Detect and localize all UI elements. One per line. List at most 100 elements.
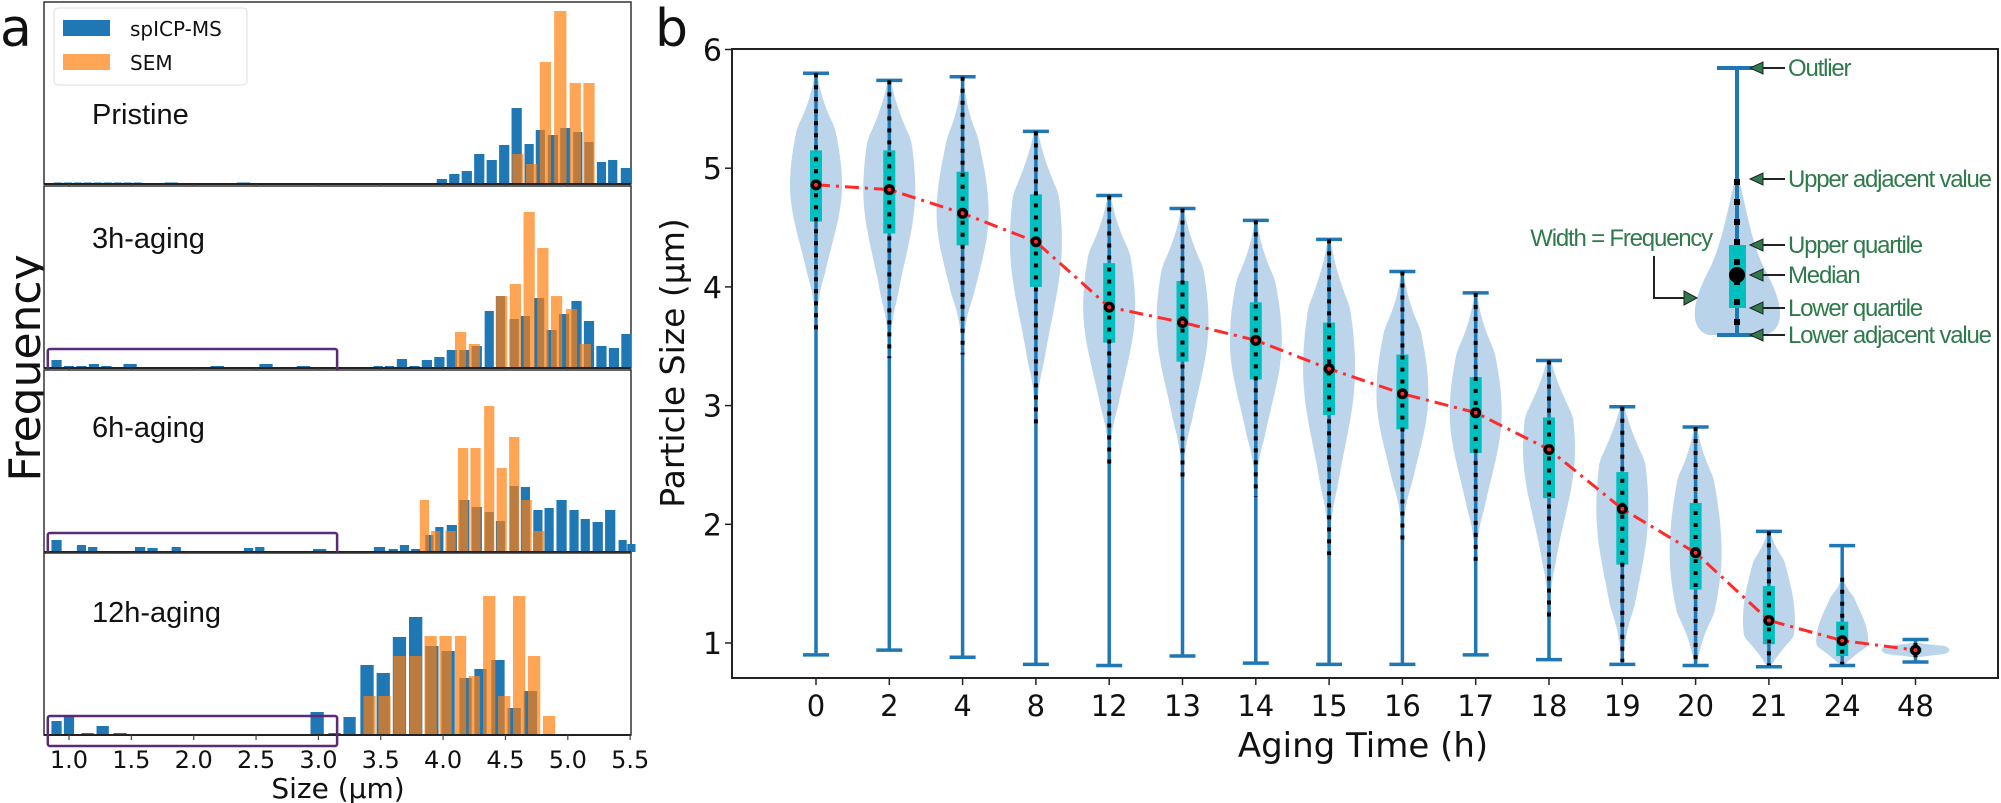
x-tick-label: 15 (1311, 689, 1348, 723)
bar-sem (565, 309, 578, 368)
bar-sem (468, 344, 480, 368)
bar-sem (579, 344, 591, 368)
legend-swatch-sem (63, 54, 110, 70)
violin-24h (1816, 543, 1869, 668)
inset-label: Median (1788, 262, 1860, 289)
bar-spicpms (558, 314, 570, 368)
bar-spicpms (592, 522, 603, 552)
y-tick-label: 3 (703, 390, 722, 425)
bar-spicpms (608, 348, 620, 368)
bar-sem (526, 164, 538, 184)
highlight-box (46, 714, 339, 748)
bar-spicpms (544, 508, 554, 552)
median-dot-center (1913, 648, 1918, 653)
median-dot-center (1547, 447, 1551, 452)
x-tick-label: 2.5 (237, 746, 275, 774)
median-dot-center (1766, 618, 1771, 623)
x-tick-label: 5.5 (611, 746, 649, 774)
bar-sem (431, 531, 441, 552)
bar-spicpms (63, 715, 75, 735)
violin-18h (1523, 358, 1575, 662)
inset-label: Lower quartile (1788, 295, 1923, 322)
bar-spicpms (51, 360, 62, 368)
histogram-subplot-3h-aging: 3h-aging (43, 185, 632, 381)
bar-sem (509, 437, 520, 552)
bar-sem (583, 83, 595, 184)
histogram-subplot-6h-aging: 6h-aging (43, 369, 636, 565)
bar-spicpms (620, 168, 633, 184)
bar-spicpms (51, 721, 62, 735)
bar-spicpms (569, 510, 579, 552)
median-dot-center (1840, 638, 1845, 643)
y-tick-label: 4 (703, 271, 722, 306)
bar-sem (439, 636, 452, 735)
bar-spicpms (580, 519, 590, 552)
bar-spicpms (436, 179, 447, 184)
bar-sem (409, 656, 422, 735)
x-tick-label: 18 (1531, 689, 1568, 723)
x-tick-label: 24 (1824, 689, 1861, 723)
bar-spicpms (461, 171, 472, 184)
median-dot-center (1473, 410, 1478, 415)
bar-spicpms (76, 545, 87, 552)
bar-sem (419, 500, 429, 552)
violin-16h (1376, 269, 1429, 667)
bar-sem (527, 656, 541, 735)
bar-sem (539, 62, 551, 184)
inset-label: Upper adjacent value (1788, 166, 1992, 193)
bar-spicpms (627, 544, 636, 552)
bar-spicpms (88, 364, 100, 368)
violin-21h (1742, 529, 1795, 669)
x-tick-label: 4 (953, 689, 971, 723)
violin-8h (1009, 129, 1062, 667)
x-tick-label: 12 (1091, 689, 1128, 723)
arrowhead-icon (1683, 290, 1699, 306)
bar-spicpms (255, 547, 265, 552)
median-dot-center (887, 187, 892, 192)
bar-sem (483, 596, 496, 735)
bar-spicpms (449, 174, 460, 184)
bar-sem (534, 531, 545, 552)
violin-15h (1303, 237, 1356, 667)
bar-sem (378, 696, 391, 735)
x-tick-label: 48 (1897, 689, 1934, 723)
violin-14h (1229, 218, 1282, 665)
bar-sem (470, 448, 481, 552)
x-tick-label: 17 (1457, 689, 1494, 723)
bar-sem (521, 500, 532, 552)
x-tick-label: 16 (1384, 689, 1421, 723)
arrowhead-icon (1748, 238, 1764, 252)
histogram-subplot-12h-aging: 12h-aging (43, 552, 632, 748)
median-dot-center (1033, 239, 1038, 244)
panel-label-a: a (0, 0, 32, 59)
panel-b-y-axis-label: Particle Size (µm) (653, 218, 692, 508)
y-tick-label: 6 (703, 34, 722, 69)
inset-width-arrow (1653, 256, 1686, 299)
arrowhead-icon (1748, 172, 1764, 186)
bar-spicpms (605, 510, 616, 552)
bar-spicpms (618, 540, 627, 552)
bar-spicpms (596, 346, 607, 368)
bar-sem (498, 696, 511, 735)
panel-a-y-axis-label: Frequency (0, 254, 51, 481)
bar-spicpms (51, 540, 62, 552)
inset-legend: Outlier Upper adjacent value Upper quartil… (1530, 55, 1993, 349)
violin-13h (1156, 206, 1209, 658)
legend: spICP-MS SEM (53, 7, 248, 86)
bar-spicpms (421, 360, 433, 368)
x-tick-label: 2.0 (175, 746, 213, 774)
inset-width-label: Width = Frequency (1530, 225, 1713, 252)
x-tick-label: 4.5 (486, 746, 524, 774)
panel-label-b: b (655, 0, 688, 59)
median-trend-line (815, 183, 1916, 652)
violin-12h (1083, 193, 1136, 668)
bar-sem (496, 296, 508, 368)
bar-spicpms (425, 535, 434, 552)
bar-spicpms (388, 549, 398, 552)
bar-spicpms (511, 108, 522, 184)
x-tick-label: 8 (1027, 689, 1045, 723)
bar-spicpms (446, 350, 457, 368)
median-dot-center (1620, 506, 1625, 511)
x-tick-label: 4.0 (424, 746, 462, 774)
